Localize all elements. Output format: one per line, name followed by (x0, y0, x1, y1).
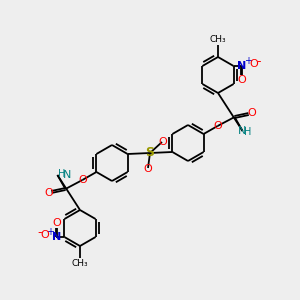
Text: O: O (44, 188, 53, 198)
Text: O: O (78, 175, 87, 185)
Text: O: O (247, 108, 256, 118)
Text: CH₃: CH₃ (210, 35, 226, 44)
Text: N: N (63, 170, 72, 180)
Text: H: H (58, 169, 65, 179)
Text: CH₃: CH₃ (72, 259, 88, 268)
Text: +: + (46, 227, 54, 237)
Text: O: O (249, 59, 258, 69)
Text: -: - (256, 56, 261, 68)
Text: +: + (244, 56, 252, 66)
Text: O: O (144, 164, 152, 174)
Text: O: O (237, 75, 246, 85)
Text: O: O (40, 230, 49, 240)
Text: O: O (52, 218, 61, 228)
Text: -: - (37, 226, 42, 239)
Text: O: O (213, 121, 222, 131)
Text: N: N (237, 61, 246, 71)
Text: O: O (159, 137, 167, 147)
Text: N: N (52, 232, 61, 242)
Text: N: N (237, 126, 246, 136)
Text: H: H (244, 127, 251, 137)
Text: S: S (146, 146, 154, 160)
